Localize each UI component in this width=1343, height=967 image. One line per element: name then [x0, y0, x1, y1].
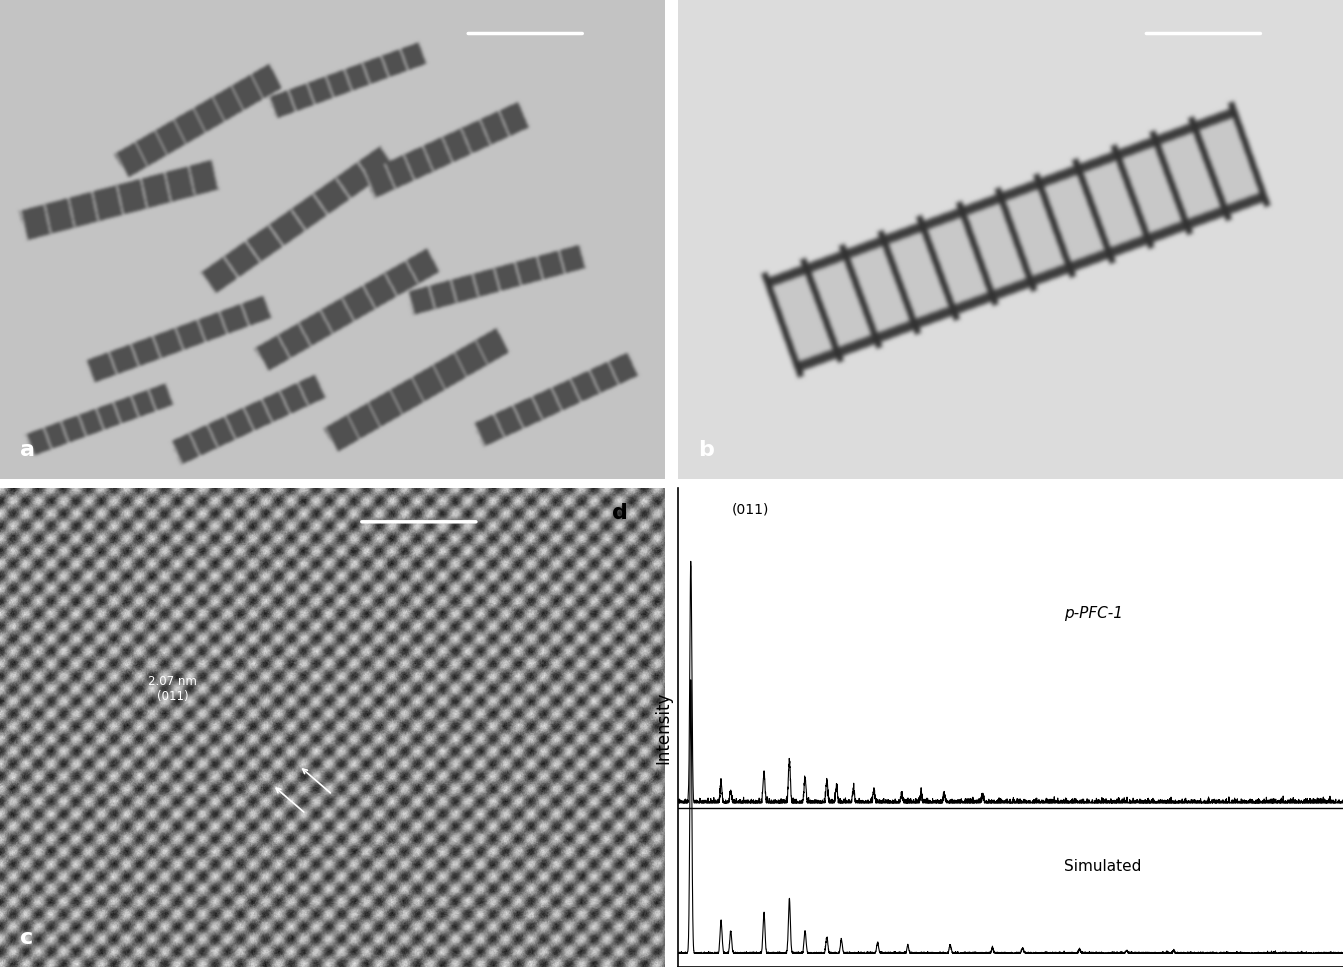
- Y-axis label: Intensity: Intensity: [654, 691, 673, 764]
- Text: a: a: [20, 440, 35, 459]
- Text: p-PFC-1: p-PFC-1: [1064, 605, 1123, 621]
- Text: Simulated: Simulated: [1064, 860, 1142, 874]
- Text: 2.07 nm
(011): 2.07 nm (011): [149, 675, 197, 703]
- Text: (011): (011): [732, 503, 768, 516]
- Text: b: b: [698, 440, 714, 459]
- Text: d: d: [611, 503, 627, 522]
- Text: c: c: [20, 928, 34, 948]
